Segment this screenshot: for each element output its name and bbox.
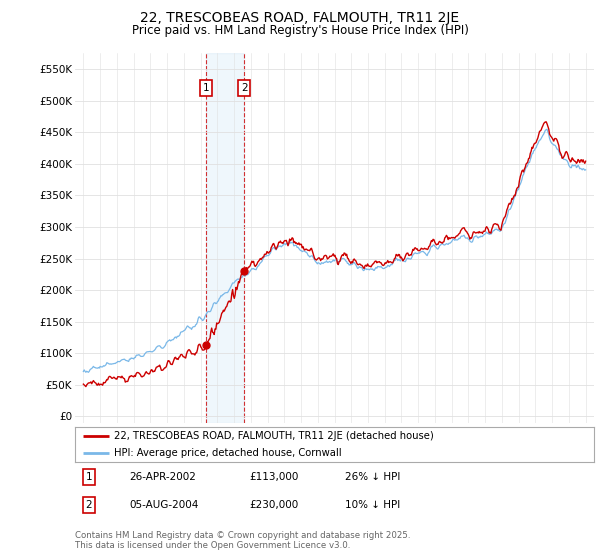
Text: Price paid vs. HM Land Registry's House Price Index (HPI): Price paid vs. HM Land Registry's House … [131,24,469,36]
Text: 1: 1 [85,472,92,482]
Text: 26% ↓ HPI: 26% ↓ HPI [345,472,400,482]
Text: 1: 1 [203,83,209,93]
Text: £113,000: £113,000 [249,472,298,482]
Text: 10% ↓ HPI: 10% ↓ HPI [345,500,400,510]
Text: 2: 2 [241,83,247,93]
Text: Contains HM Land Registry data © Crown copyright and database right 2025.
This d: Contains HM Land Registry data © Crown c… [75,531,410,550]
Text: HPI: Average price, detached house, Cornwall: HPI: Average price, detached house, Corn… [114,449,341,458]
Text: 22, TRESCOBEAS ROAD, FALMOUTH, TR11 2JE: 22, TRESCOBEAS ROAD, FALMOUTH, TR11 2JE [140,11,460,25]
Text: 05-AUG-2004: 05-AUG-2004 [129,500,199,510]
Bar [206,53,244,423]
Text: 2: 2 [85,500,92,510]
Text: £230,000: £230,000 [249,500,298,510]
Text: 26-APR-2002: 26-APR-2002 [129,472,196,482]
Text: 22, TRESCOBEAS ROAD, FALMOUTH, TR11 2JE (detached house): 22, TRESCOBEAS ROAD, FALMOUTH, TR11 2JE … [114,431,434,441]
